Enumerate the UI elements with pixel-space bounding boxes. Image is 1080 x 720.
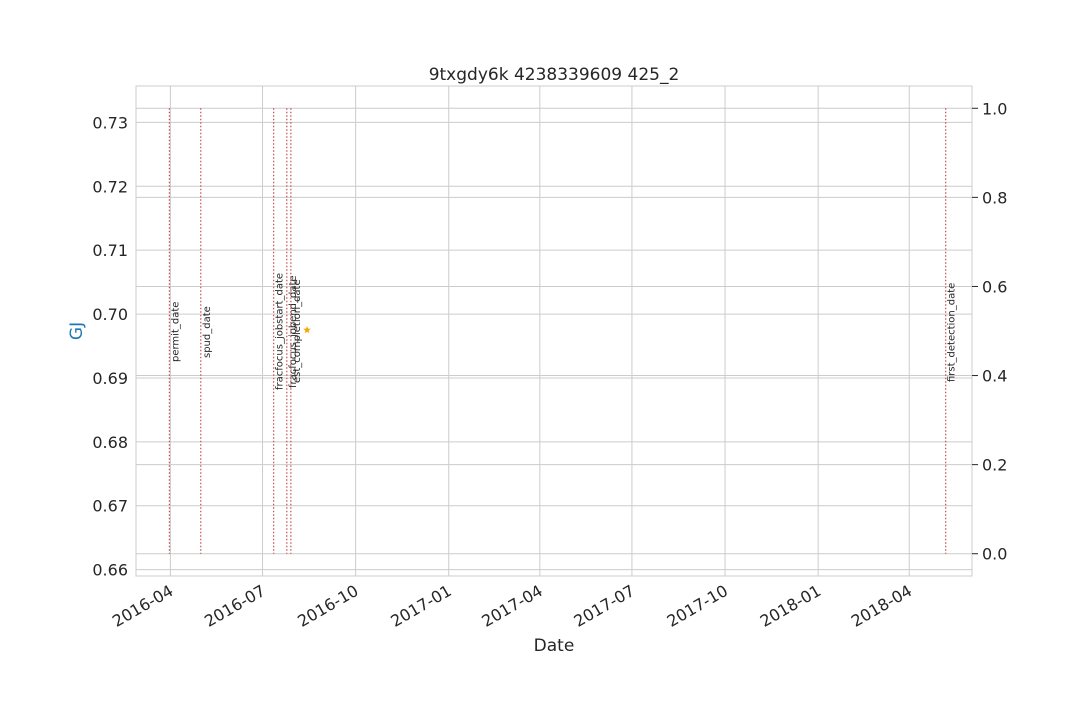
y-tick-label: 0.72 [92,177,128,196]
y-tick-label: 0.69 [92,369,128,388]
x-tick-label: 2018-01 [757,581,824,631]
y-tick-label: 0.70 [92,305,128,324]
y-tick-label: 0.67 [92,497,128,516]
plot-frame [135,85,973,577]
chart-title: 9txgdy6k 4238339609 425_2 [429,65,680,85]
data-points [303,326,311,334]
y-tick-label: 0.66 [92,561,128,580]
right-y-tick-label: 0.0 [982,545,1007,564]
right-y-axis-ticks: 0.0 0.2 0.4 0.6 0.8 1.0 [972,99,1007,564]
grid [136,86,972,576]
y-tick-label: 0.71 [92,241,128,260]
x-axis-ticks: 2016-04 2016-07 2016-10 2017-01 2017-04 2017-… [109,581,915,631]
right-y-tick-label: 0.8 [982,188,1007,207]
x-tick-label: 2017-04 [478,581,545,631]
right-y-tick-label: 0.4 [982,367,1007,386]
x-tick-label: 2016-04 [109,581,176,631]
x-tick-label: 2018-04 [848,581,915,631]
event-label: first_detection_date [947,283,958,382]
x-axis-label: Date [534,636,575,656]
y-axis-label: GJ [67,322,87,340]
event-label: fracfocus_jobend_date [288,275,299,388]
x-tick-label: 2017-01 [387,581,454,631]
y-axis-ticks: 0.66 0.67 0.68 0.69 0.70 0.71 0.72 0.73 [92,113,128,579]
right-y-tick-label: 0.6 [982,277,1007,296]
event-label: permit_date [170,302,181,362]
x-tick-label: 2016-07 [201,581,268,631]
event-label: fracfocus_jobstart_date [275,273,286,390]
data-point [303,326,311,334]
y-tick-label: 0.68 [92,433,128,452]
right-y-tick-label: 0.2 [982,456,1007,475]
right-y-tick-label: 1.0 [982,99,1007,118]
x-tick-label: 2016-10 [294,581,361,631]
event-label: spud_date [202,306,213,358]
event-label: est_completion_date [292,279,303,383]
x-tick-label: 2017-07 [571,581,638,631]
y-tick-label: 0.73 [92,113,128,132]
x-tick-label: 2017-10 [664,581,731,631]
event-lines: permit_date spud_date fracfocus_jobstart_d… [168,108,958,554]
